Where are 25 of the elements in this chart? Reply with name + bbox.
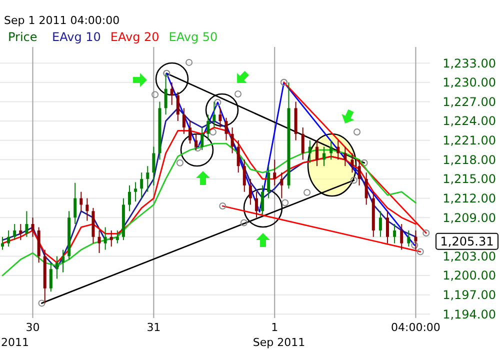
text: Price	[8, 30, 38, 44]
y-tick-label: 1,218.00	[442, 152, 496, 167]
x-tick-label: 1	[271, 321, 278, 334]
text: 2011	[1, 336, 29, 349]
y-tick-label: 1,194.00	[442, 307, 496, 322]
y-tick-label: 1,200.00	[442, 268, 496, 283]
x-tick-label: 31	[146, 321, 161, 334]
text: EAvg 50	[168, 30, 218, 44]
y-tick-label: 1,224.00	[442, 114, 496, 128]
text: Sep 2011	[252, 336, 306, 349]
y-tick-label: 1,197.00	[442, 288, 496, 302]
y-tick-label: 1,215.00	[442, 172, 496, 186]
text: EAvg 10	[52, 30, 101, 44]
chart-title: Sep 1 2011 04:00:00	[4, 14, 120, 27]
x-tick-label: 04:00:00	[391, 321, 440, 334]
x-tick-label: 30	[26, 321, 40, 334]
y-tick-label: 1,209.00	[442, 210, 496, 225]
text: EAvg 20	[110, 30, 160, 44]
y-tick-label: 1,227.00	[442, 94, 496, 109]
y-tick-label: 1,212.00	[442, 191, 496, 206]
text: 1,205.31	[440, 234, 494, 249]
y-tick-label: 1,230.00	[442, 76, 496, 90]
y-tick-label: 1,221.00	[442, 134, 496, 148]
y-tick-label: 1,233.00	[442, 56, 496, 70]
y-tick-label: 1,203.00	[442, 249, 496, 264]
